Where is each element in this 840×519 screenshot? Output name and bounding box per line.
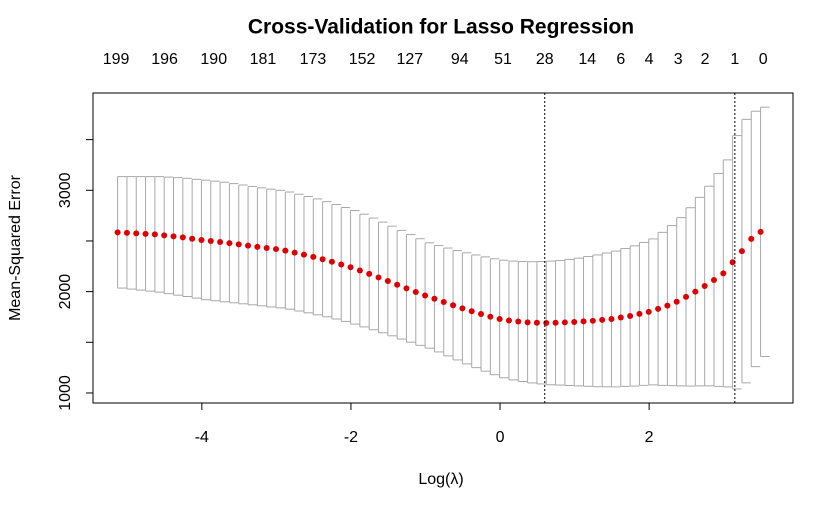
mean-point (291, 249, 298, 256)
top-tick-label: 51 (494, 51, 512, 68)
mean-point (515, 318, 522, 325)
mean-point (589, 317, 596, 324)
mean-point (375, 274, 382, 281)
mean-point (412, 289, 419, 296)
mean-point (757, 228, 764, 235)
top-tick-label: 190 (200, 51, 227, 68)
mean-point (459, 305, 466, 312)
top-tick-label: 2 (701, 51, 710, 68)
top-tick-label: 0 (759, 51, 768, 68)
mean-point (328, 258, 335, 265)
mean-point (720, 270, 727, 277)
mean-point (422, 292, 429, 299)
mean-point (580, 318, 587, 325)
mean-point (645, 308, 652, 315)
mean-point (533, 319, 540, 326)
x-axis-label: Log(λ) (418, 471, 463, 488)
mean-point (245, 242, 252, 249)
mean-point (310, 253, 317, 260)
mean-point (300, 251, 307, 258)
x-tick-label: -4 (195, 429, 209, 446)
top-tick-label: 152 (349, 51, 376, 68)
top-tick-label: 94 (451, 51, 469, 68)
mean-point (748, 235, 755, 242)
mean-point (114, 229, 121, 236)
mean-point (450, 302, 457, 309)
x-tick-label: 2 (645, 429, 654, 446)
mean-point (440, 298, 447, 305)
y-tick-label: 1000 (57, 375, 74, 411)
mean-point (151, 231, 158, 238)
mean-point (431, 295, 438, 302)
plot-frame (92, 92, 794, 404)
mean-point (217, 238, 224, 245)
mean-point (366, 270, 373, 277)
mean-point (226, 240, 233, 247)
mean-point (487, 313, 494, 320)
mean-point (347, 264, 354, 271)
top-tick-label: 6 (616, 51, 625, 68)
mean-point (655, 305, 662, 312)
mean-point (543, 319, 550, 326)
mean-point (403, 285, 410, 292)
mean-point (692, 288, 699, 295)
top-tick-label: 3 (674, 51, 683, 68)
mean-point (189, 235, 196, 242)
y-axis-label: Mean-Squared Error (7, 174, 24, 321)
mean-point (170, 233, 177, 240)
mean-point (282, 247, 289, 254)
mean-point (338, 261, 345, 268)
top-tick-label: 196 (151, 51, 178, 68)
mean-point (701, 283, 708, 290)
mean-point (710, 276, 717, 283)
mean-point (664, 302, 671, 309)
mean-point (524, 319, 531, 326)
mean-point (179, 234, 186, 241)
mean-point (356, 267, 363, 274)
mean-point (123, 229, 130, 236)
top-tick-label: 14 (578, 51, 596, 68)
mean-point (617, 314, 624, 321)
mean-point (561, 319, 568, 326)
mean-point (263, 245, 270, 252)
mean-point (254, 243, 261, 250)
top-tick-label: 1 (730, 51, 739, 68)
mean-point (478, 311, 485, 318)
mean-point (394, 281, 401, 288)
mean-point (384, 277, 391, 284)
y-tick-label: 3000 (57, 172, 74, 208)
mean-point (729, 259, 736, 266)
mean-point (496, 315, 503, 322)
mean-point (198, 236, 205, 243)
x-tick-label: 0 (496, 429, 505, 446)
mean-point (133, 230, 140, 237)
mean-point (207, 237, 214, 244)
mean-point (142, 230, 149, 237)
mean-point (571, 319, 578, 326)
mean-point (468, 308, 475, 315)
mean-point (738, 248, 745, 255)
mean-point (273, 246, 280, 253)
mean-point (673, 298, 680, 305)
mean-point (319, 256, 326, 263)
top-tick-label: 28 (536, 51, 554, 68)
top-tick-label: 127 (396, 51, 423, 68)
mean-point (599, 316, 606, 323)
x-tick-label: -2 (344, 429, 358, 446)
mean-point (636, 310, 643, 317)
mean-point (505, 317, 512, 324)
top-tick-label: 4 (645, 51, 654, 68)
mean-point (552, 319, 559, 326)
top-tick-label: 181 (250, 51, 277, 68)
mean-point (683, 293, 690, 300)
mean-point (161, 232, 168, 239)
top-tick-label: 173 (300, 51, 327, 68)
mean-point (235, 241, 242, 248)
top-tick-label: 199 (103, 51, 130, 68)
mean-point (627, 312, 634, 319)
mean-point (608, 315, 615, 322)
y-tick-label: 2000 (57, 274, 74, 310)
chart-title: Cross-Validation for Lasso Regression (248, 16, 634, 39)
